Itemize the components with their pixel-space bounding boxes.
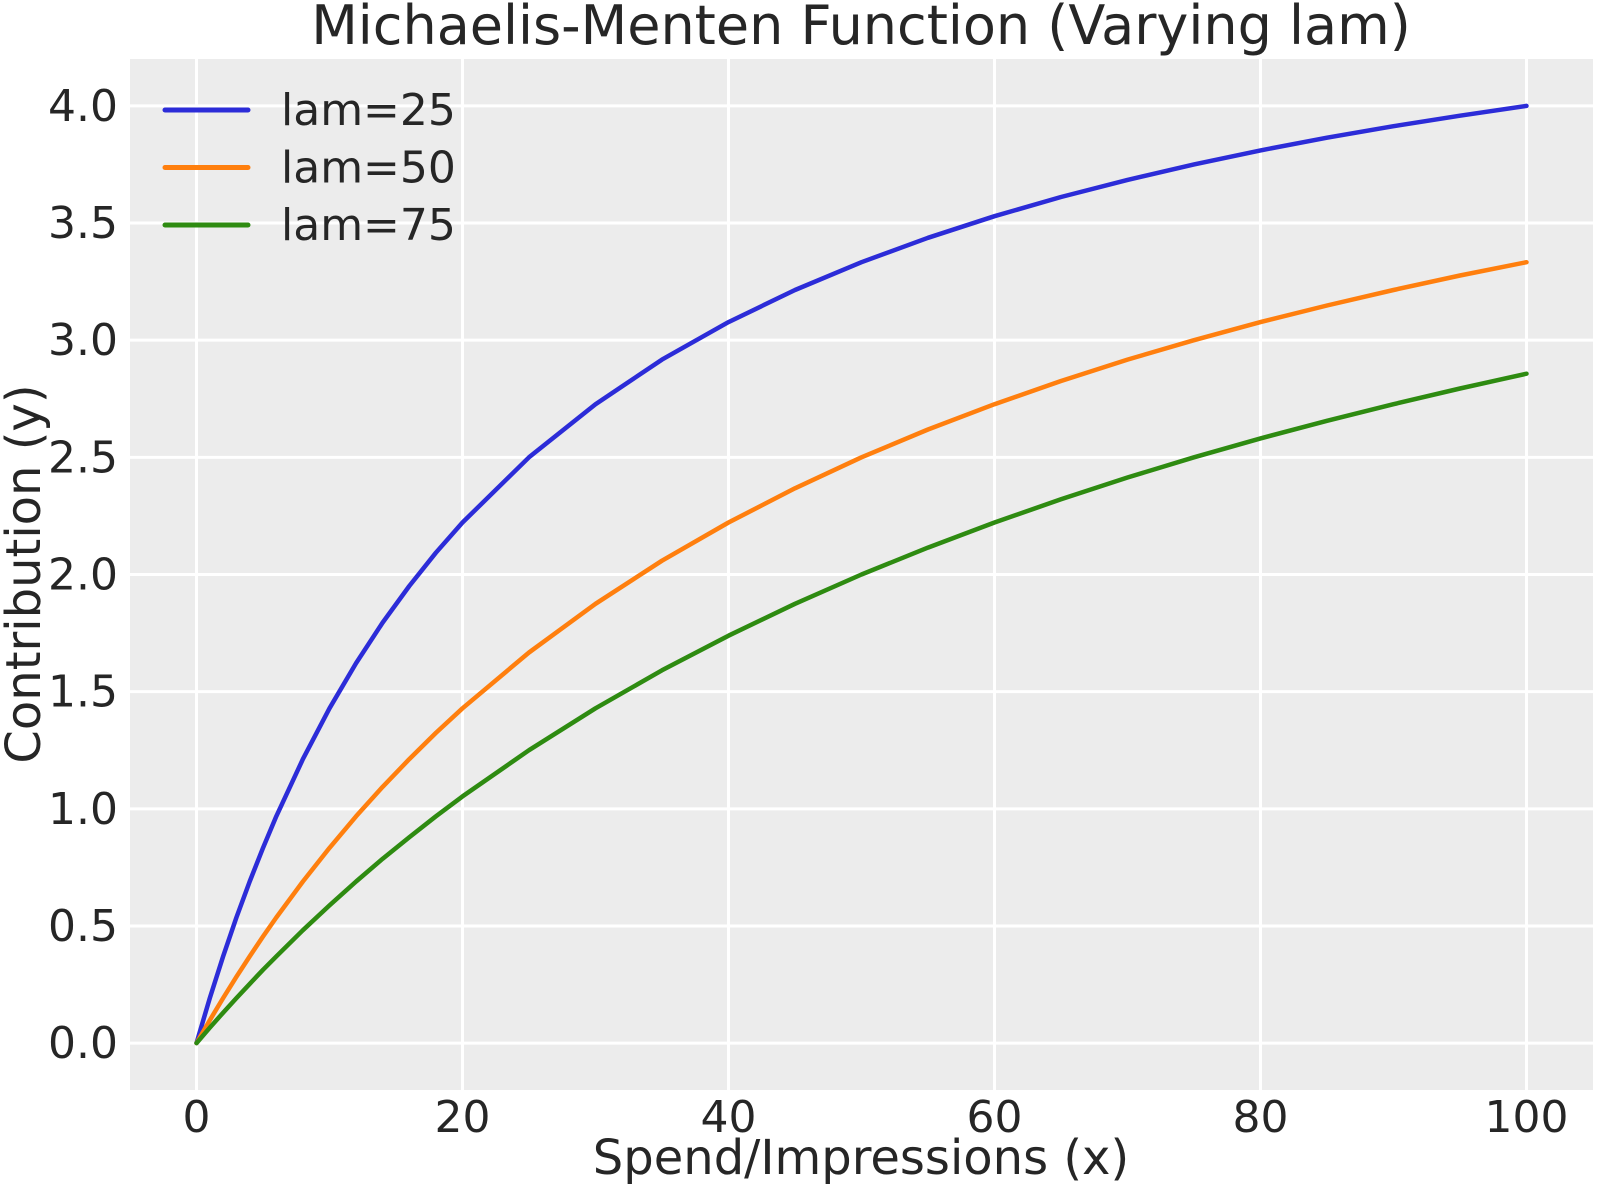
y-tick-label: 4.0 [48, 81, 118, 132]
y-tick-label: 0.0 [48, 1018, 118, 1069]
x-tick-label: 80 [1233, 1092, 1289, 1143]
legend-entry: lam=25 [162, 85, 456, 136]
series-layer [194, 103, 1529, 1046]
tick-label-layer: 0 20 40 60 80 100 0.0 0.5 1.0 1.5 2.0 2.5 3.0 3.5 4.0 [48, 81, 1568, 1143]
legend-label: lam=25 [281, 85, 456, 136]
y-tick-label: 1.5 [48, 667, 118, 718]
legend-label: lam=75 [281, 200, 456, 251]
legend: lam=25 lam=50 lam=75 [162, 85, 456, 251]
x-tick-label: 0 [183, 1092, 211, 1143]
legend-entry: lam=75 [162, 200, 456, 251]
x-tick-label: 40 [701, 1092, 757, 1143]
y-tick-label: 2.5 [48, 432, 118, 483]
x-tick-label: 20 [435, 1092, 491, 1143]
series-line-lam=50 [194, 259, 1529, 1046]
legend-entry: lam=50 [162, 143, 456, 194]
y-axis-label: Contribution (y) [0, 384, 52, 763]
y-tick-label: 3.5 [48, 198, 118, 249]
y-tick-label: 3.0 [48, 315, 118, 366]
y-tick-label: 2.0 [48, 550, 118, 601]
legend-label: lam=50 [281, 143, 456, 194]
y-tick-label: 1.0 [48, 784, 118, 835]
series-line-lam=75 [194, 371, 1529, 1046]
x-tick-label: 60 [967, 1092, 1023, 1143]
y-tick-label: 0.5 [48, 901, 118, 952]
x-tick-label: 100 [1485, 1092, 1569, 1143]
series-line-lam=25 [194, 103, 1529, 1046]
x-axis-label: Spend/Impressions (x) [593, 1130, 1129, 1186]
chart-title: Michaelis-Menten Function (Varying lam) [311, 0, 1411, 57]
